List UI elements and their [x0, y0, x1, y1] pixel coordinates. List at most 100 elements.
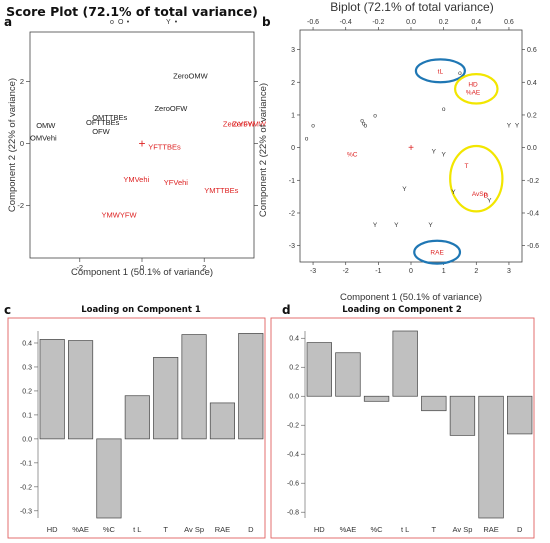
loading-label: tL	[438, 68, 444, 75]
bar	[335, 352, 361, 397]
y-tick-label: -0.1	[20, 460, 32, 467]
highlight-ellipse-blue	[414, 58, 466, 84]
y-tick-label: -0.8	[287, 510, 299, 517]
score-point-label: YMVehi	[123, 175, 149, 184]
score-point-label: YFVehi	[164, 178, 189, 187]
score-point-marker: o	[442, 106, 446, 113]
score-point-label: OMVehi	[30, 133, 57, 142]
y-tick-label: -1	[289, 178, 295, 185]
panel-b-y-label: Component 2 (22% of variance)	[258, 83, 269, 217]
score-point-marker: o	[373, 112, 377, 119]
score-point-marker: Y	[487, 197, 492, 204]
x-tick-label: -2	[76, 263, 83, 272]
panel-c-loading-component-1: c Loading on Component 1 0.4 0.3 0.2 0.1 0.0…	[4, 303, 266, 539]
x-tick-label: 2	[202, 263, 206, 272]
bar	[153, 357, 179, 440]
top-tick-label: 0.4	[471, 19, 481, 26]
bar	[449, 395, 476, 436]
right-tick-label: 0.0	[527, 145, 537, 152]
score-point-label: OMW	[36, 121, 56, 130]
highlight-ellipse-blue	[413, 239, 462, 265]
y-tick-label: -0.4	[287, 452, 299, 459]
score-point-marker: Y	[402, 186, 407, 193]
panel-a-title: Score Plot (72.1% of total variance)	[6, 4, 258, 19]
score-point-label: ZeroOFW	[154, 104, 188, 113]
bar	[39, 339, 65, 440]
x-category-label: T	[432, 525, 437, 534]
score-point-label: ZeroOMW	[173, 71, 209, 80]
y-tick-label: 0.3	[22, 364, 32, 371]
x-tick-label: -1	[375, 268, 381, 275]
y-tick-label: 0.1	[22, 412, 32, 419]
y-tick-label: -0.2	[287, 423, 299, 430]
x-tick-label: 2	[474, 268, 478, 275]
legend-label: O	[118, 19, 124, 26]
loading-label: HD	[468, 81, 478, 88]
top-tick-label: -0.4	[340, 19, 352, 26]
y-tick-label: 2	[291, 80, 295, 87]
right-tick-label: -0.4	[527, 210, 539, 217]
panel-a-score-plot: a Score Plot (72.1% of total variance) o…	[4, 4, 267, 278]
x-category-label: T	[163, 525, 168, 534]
loading-label: T	[465, 163, 469, 170]
y-tick-label: 0.0	[22, 436, 32, 443]
score-point-marker: Y	[451, 189, 456, 196]
y-tick-label: -0.2	[20, 484, 32, 491]
y-tick-label: 2	[20, 77, 24, 86]
loading-label: D	[484, 193, 489, 200]
panel-d-title: Loading on Component 2	[342, 305, 462, 315]
bar	[209, 402, 235, 440]
x-tick-label: 3	[507, 268, 511, 275]
panel-b-x-label: Component 1 (50.1% of variance)	[340, 292, 482, 303]
score-point-label: ZeroYFW	[223, 119, 256, 128]
bar	[96, 438, 122, 519]
score-point-label: YFTTBEs	[148, 143, 181, 152]
score-point-marker: o	[362, 121, 366, 128]
panel-a-legend: o O • Y •	[110, 19, 178, 26]
panel-letter-b: b	[262, 15, 271, 29]
panel-c-title: Loading on Component 1	[81, 305, 201, 315]
panel-a-x-label: Component 1 (50.1% of variance)	[71, 267, 213, 278]
legend-marker: •	[127, 19, 130, 26]
score-point-label: YMWYFW	[102, 211, 138, 220]
score-point-marker: o	[363, 122, 367, 129]
x-category-label: D	[248, 525, 254, 534]
right-tick-label: 0.4	[527, 80, 537, 87]
panel-letter-a: a	[4, 15, 12, 29]
x-category-label: %AE	[340, 525, 357, 534]
bar	[421, 395, 447, 412]
y-tick-label: 0.2	[289, 365, 299, 372]
score-point-marker: Y	[441, 152, 446, 159]
score-point-marker: Y	[515, 122, 520, 129]
top-tick-label: 0.0	[406, 19, 416, 26]
y-tick-label: 3	[291, 47, 295, 54]
panel-letter-d: d	[282, 303, 291, 317]
loading-label: %C	[347, 152, 358, 159]
y-tick-label: -0.3	[20, 508, 32, 515]
y-tick-label: 1	[291, 112, 295, 119]
bar	[363, 395, 390, 402]
score-point-label: ZeroYMW	[232, 119, 267, 128]
bar	[478, 395, 504, 519]
y-tick-label: -3	[289, 243, 295, 250]
bar	[507, 395, 533, 435]
x-category-label: RAE	[483, 525, 498, 534]
x-category-label: %C	[371, 525, 384, 534]
highlight-ellipse-yellow	[453, 73, 499, 105]
legend-marker: o	[110, 19, 114, 26]
x-category-label: D	[517, 525, 523, 534]
legend-marker: •	[175, 19, 178, 26]
x-category-label: HD	[314, 525, 325, 534]
score-point-marker: o	[311, 122, 315, 129]
center-plus-marker: +	[138, 136, 145, 150]
right-tick-label: -0.2	[527, 178, 539, 185]
panel-d-bars: 0.4 0.2 0.0 -0.2 -0.4 -0.6 -0.8 HD %AE %C t L T Av S…	[287, 330, 533, 534]
loading-label: AvSp	[472, 191, 488, 198]
score-point-label: YMTTBEs	[204, 186, 238, 195]
legend-label: Y	[166, 19, 171, 26]
panel-a-y-label: Component 2 (22% of variance)	[7, 78, 18, 212]
loading-label: %AE	[466, 90, 481, 97]
x-category-label: HD	[47, 525, 58, 534]
loading-label: RAE	[430, 250, 444, 257]
